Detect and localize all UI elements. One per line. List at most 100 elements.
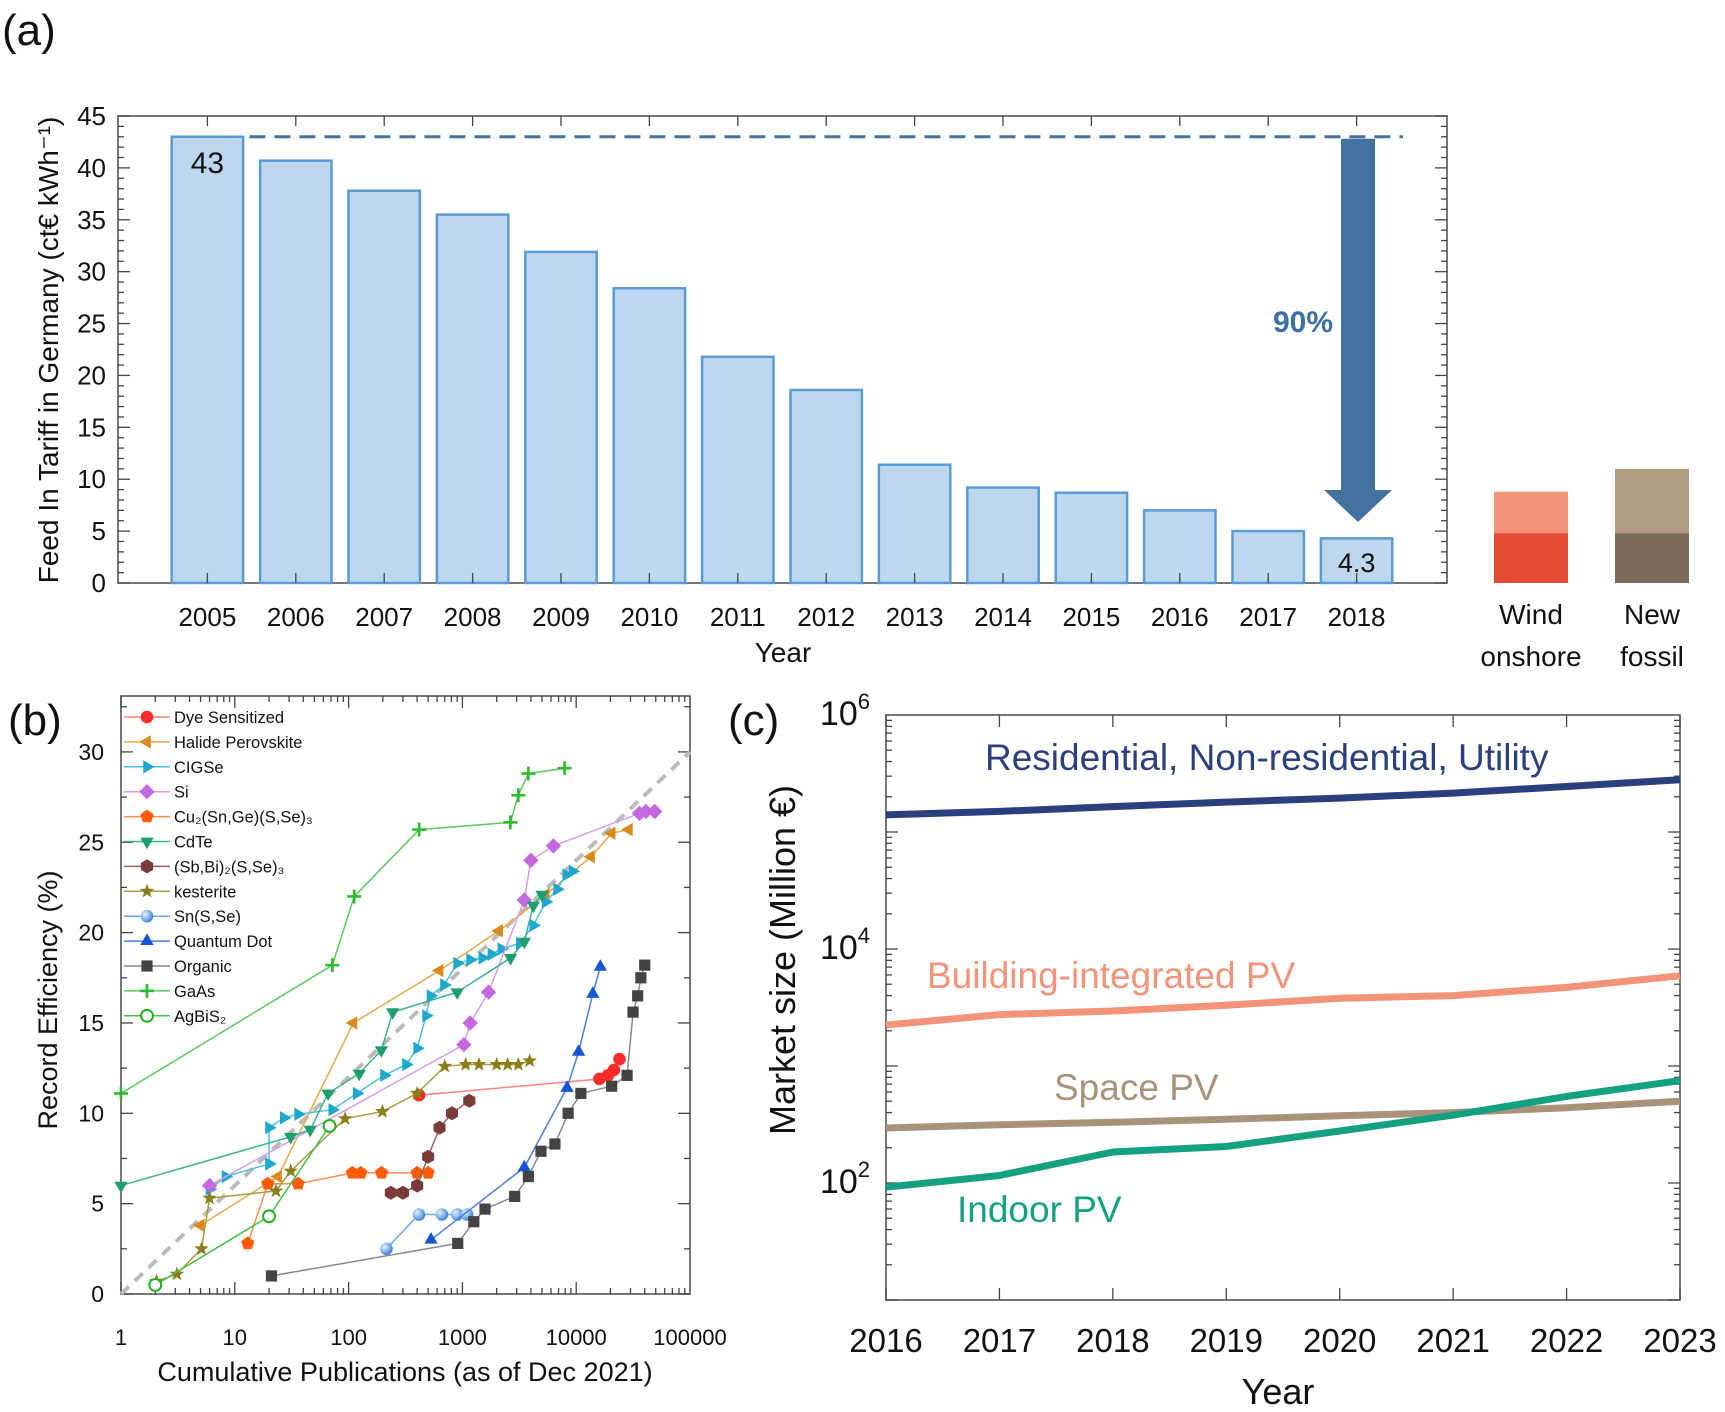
series-line [156,1060,530,1283]
x-tick-label-a: 2015 [1062,602,1120,632]
data-point [466,953,478,967]
y-tick-label-a: 10 [77,464,106,494]
data-point [321,1089,335,1102]
series-si [201,803,663,1194]
y-tick-label-a: 40 [77,153,106,183]
y-tick-label-a: 15 [77,412,106,442]
x-tick-label-a: 2014 [974,602,1032,632]
x-tick-label-b: 100 [330,1325,367,1350]
x-tick-label-a: 2007 [355,602,413,632]
data-point [402,1057,414,1072]
y-tick-exponent: 2 [858,1157,870,1182]
plot-frame-a [117,115,1448,584]
data-point [431,963,444,978]
data-point [265,1121,277,1135]
data-point [471,1056,487,1071]
series-label: Building-integrated PV [927,955,1295,996]
comparison-bar-low-1 [1615,533,1689,583]
y-tick-label-a: 0 [92,568,106,598]
data-point [521,766,536,781]
panel-a-feed-in-tariff-chart: (a) 0 5 10 15 20 25 30 35 40 45 2005 2006 2007 2008 200… [2,6,1689,672]
data-point [412,822,427,837]
data-point [568,864,581,878]
x-axis-title-b: Cumulative Publications (as of Dec 2021) [157,1357,652,1387]
legend-label: AgBiS₂ [174,1008,226,1026]
data-point [541,895,554,909]
data-point [201,1177,218,1194]
x-tick-label-b: 1000 [438,1325,487,1350]
data-point [535,890,549,903]
series-cdte [114,890,549,1194]
data-point [549,1138,561,1150]
y-axis-title-b: Record Efficiency (%) [33,870,63,1129]
comparison-bar-high-1 [1615,468,1689,534]
bar-2012 [789,388,864,585]
data-point [487,947,500,961]
data-point [437,1058,453,1073]
decrease-arrow [1324,138,1392,522]
legend-label: (Sb,Bi)₂(S,Se)₃ [174,858,284,876]
data-point [635,972,647,984]
data-point [480,984,497,1000]
data-point [453,956,465,970]
legend-marker [140,983,154,998]
data-point [265,1157,277,1171]
data-point [535,1145,547,1157]
series-organic [265,959,651,1282]
legend-marker [140,859,154,874]
series-label: Space PV [1054,1067,1219,1108]
data-point [511,1056,526,1071]
x-tick-label-a: 2018 [1328,602,1386,632]
legend-marker [140,933,154,945]
data-point [575,1087,587,1100]
legend-label: Si [174,784,189,802]
x-tick-label-a: 2008 [444,602,502,632]
series-cigse [205,864,581,1196]
data-point [517,937,531,950]
data-point [386,1008,400,1020]
data-point [458,1056,474,1071]
legend-marker [139,735,151,749]
legend-marker [140,1008,154,1023]
y-tick-label-b: 15 [78,1010,104,1036]
legend-b: Dye Sensitized Halide Perovskite CIGSe Si Cu… [124,709,313,1026]
y-tick-label-a: 45 [77,101,106,131]
series-line [154,1125,331,1286]
x-tick-label-c: 2018 [1076,1322,1149,1359]
data-point [283,1163,298,1178]
data-point [489,1056,504,1071]
data-point [280,1111,292,1125]
data-point [523,852,539,868]
x-tick-label-b: 1 [115,1325,127,1350]
data-point [509,1190,521,1203]
legend-label: CIGSe [174,759,224,777]
series-line-space-pv [885,1097,1681,1132]
data-point [586,986,600,998]
legend-marker [140,837,154,850]
x-tick-label-c: 2016 [849,1322,922,1359]
legend-label: Halide Perovskite [174,734,302,752]
comparison-bar-high-0 [1494,491,1568,534]
data-point [422,1149,435,1164]
data-point [478,951,491,965]
y-axis-title-c: Market size (Million €) [762,785,803,1135]
y-tick-label-a: 30 [77,257,106,287]
legend-marker [139,883,155,898]
x-tick-label-a: 2006 [267,602,325,632]
legend-marker [143,760,155,774]
data-point [479,1203,491,1215]
series-cu-sn-ge-s-se- [241,1165,435,1250]
data-point [422,1009,434,1023]
series-gaas [114,761,572,1101]
data-point [511,788,526,803]
y-tick-label-b: 20 [78,920,104,946]
data-point [192,1218,205,1232]
legend-marker [141,960,153,972]
bar-2010 [612,287,687,585]
legend-label: Organic [174,958,232,976]
bar-2011 [700,355,775,585]
data-point [639,959,651,971]
data-point [526,901,540,914]
data-point [632,990,644,1002]
legend-label: Cu₂(Sn,Ge)(S,Se)₃ [174,809,313,827]
